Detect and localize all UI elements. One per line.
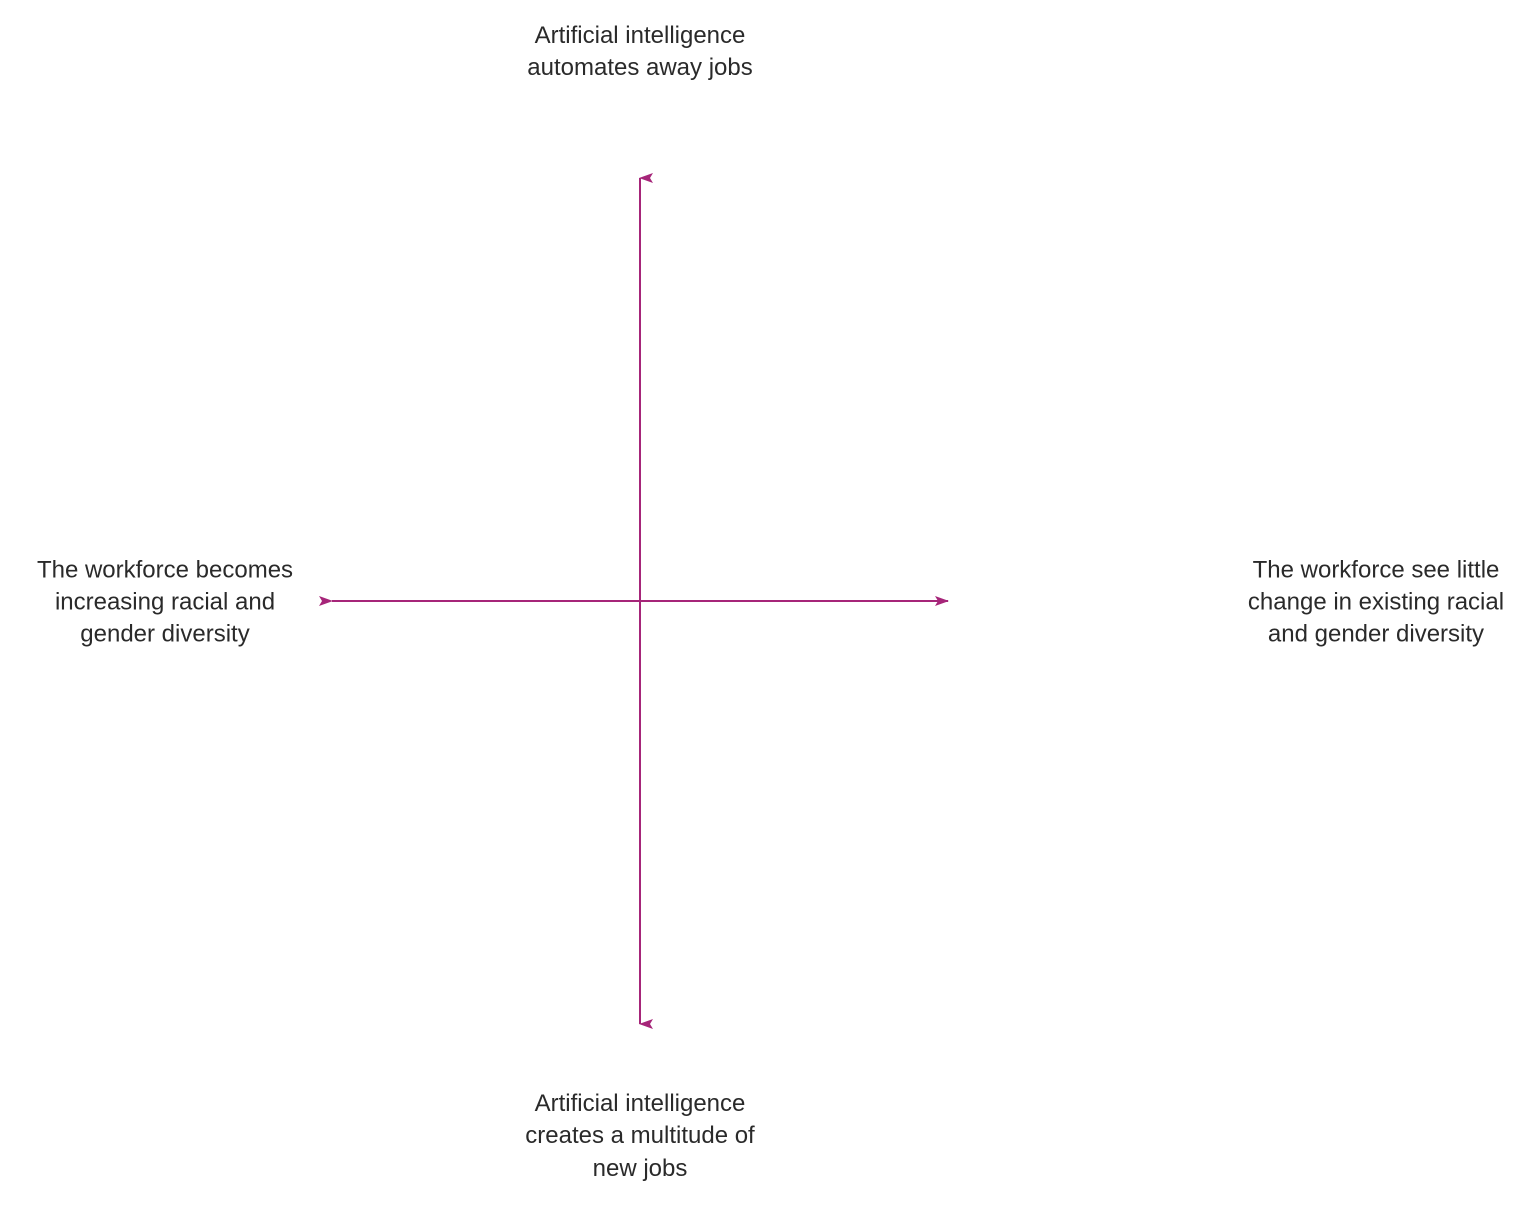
axis-label-left: The workforce becomes increasing racial … bbox=[20, 554, 310, 651]
axis-label-bottom: Artificial intelligence creates a multit… bbox=[500, 1088, 780, 1185]
quadrant-diagram: Artificial intelligence automates away j… bbox=[0, 0, 1536, 1205]
axis-label-right: The workforce see little change in exist… bbox=[1236, 554, 1516, 651]
axis-label-top: Artificial intelligence automates away j… bbox=[510, 20, 770, 85]
